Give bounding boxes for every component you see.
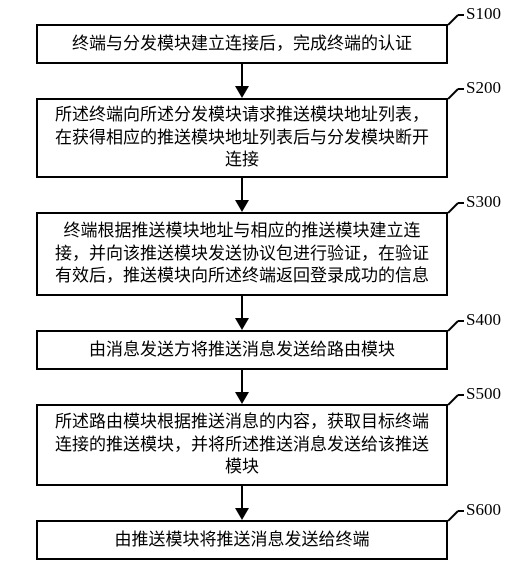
arrow-line <box>241 178 243 202</box>
step-text: 终端与分发模块建立连接后，完成终端的认证 <box>72 33 412 56</box>
arrow-head-icon <box>235 86 249 98</box>
flowchart-canvas: 终端与分发模块建立连接后，完成终端的认证 S100 所述终端向所述分发模块请求推送模… <box>0 0 518 582</box>
step-box-s400: 由消息发送方将推送消息发送给路由模块 <box>36 330 448 370</box>
arrow-line <box>241 296 243 320</box>
step-box-s600: 由推送模块将推送消息发送给终端 <box>36 520 448 560</box>
step-label-s300: S300 <box>466 192 501 212</box>
step-box-s300: 终端根据推送模块地址与相应的推送模块建立连接，并向该推送模块发送协议包进行验证，… <box>36 212 448 296</box>
lead-diagonal <box>447 510 458 521</box>
lead-diagonal <box>447 14 458 25</box>
step-label-s200: S200 <box>466 78 501 98</box>
arrow-line <box>241 370 243 394</box>
step-box-s200: 所述终端向所述分发模块请求推送模块地址列表，在获得相应的推送模块地址列表后与分发… <box>36 98 448 178</box>
lead-diagonal <box>447 88 458 99</box>
step-label-s400: S400 <box>466 310 501 330</box>
step-text: 所述路由模块根据推送消息的内容，获取目标终端连接的推送模块，并将所述推送消息发送… <box>48 411 436 480</box>
lead-diagonal <box>447 202 458 213</box>
arrow-head-icon <box>235 508 249 520</box>
arrow-line <box>241 64 243 88</box>
lead-diagonal <box>447 320 458 331</box>
arrow-head-icon <box>235 318 249 330</box>
step-label-s500: S500 <box>466 384 501 404</box>
step-text: 所述终端向所述分发模块请求推送模块地址列表，在获得相应的推送模块地址列表后与分发… <box>48 104 436 173</box>
step-text: 由推送模块将推送消息发送给终端 <box>115 529 370 552</box>
arrow-line <box>241 486 243 510</box>
step-label-s100: S100 <box>466 4 501 24</box>
arrow-head-icon <box>235 392 249 404</box>
lead-diagonal <box>447 394 458 405</box>
step-box-s500: 所述路由模块根据推送消息的内容，获取目标终端连接的推送模块，并将所述推送消息发送… <box>36 404 448 486</box>
step-text: 由消息发送方将推送消息发送给路由模块 <box>89 339 395 362</box>
step-box-s100: 终端与分发模块建立连接后，完成终端的认证 <box>36 24 448 64</box>
step-text: 终端根据推送模块地址与相应的推送模块建立连接，并向该推送模块发送协议包进行验证，… <box>48 220 436 289</box>
step-label-s600: S600 <box>466 500 501 520</box>
arrow-head-icon <box>235 200 249 212</box>
